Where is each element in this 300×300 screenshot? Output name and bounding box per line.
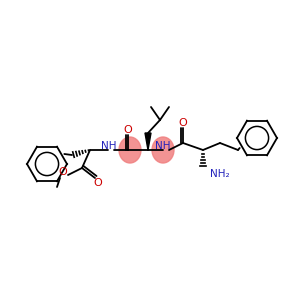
Text: O: O bbox=[94, 178, 102, 188]
Text: O: O bbox=[58, 167, 68, 177]
Ellipse shape bbox=[152, 137, 174, 163]
Text: O: O bbox=[124, 125, 132, 135]
Polygon shape bbox=[145, 133, 151, 150]
Text: O: O bbox=[178, 118, 188, 128]
Text: NH: NH bbox=[101, 141, 117, 151]
Text: NH: NH bbox=[155, 141, 171, 151]
Ellipse shape bbox=[119, 137, 141, 163]
Text: NH₂: NH₂ bbox=[210, 169, 230, 179]
